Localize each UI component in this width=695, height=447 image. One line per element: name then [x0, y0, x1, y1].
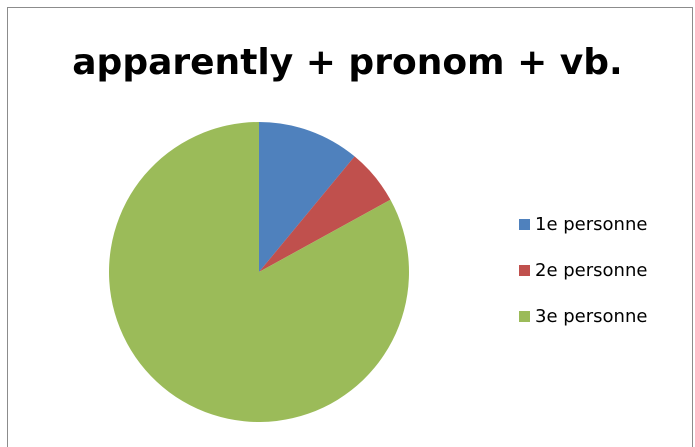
- pie-slice-3: [109, 122, 410, 422]
- legend-swatch-3: [519, 310, 530, 322]
- pie-slice-2: [259, 156, 391, 272]
- legend-item-1: 1e personne: [519, 212, 689, 236]
- chart-legend: 1e personne 2e personne 3e personne: [519, 212, 689, 350]
- legend-label-2: 2e personne: [535, 259, 648, 281]
- legend-label-1: 1e personne: [535, 213, 648, 235]
- legend-label-3: 3e personne: [535, 305, 648, 327]
- chart-title: apparently + pronom + vb.: [72, 42, 623, 83]
- legend-item-3: 3e personne: [519, 304, 689, 328]
- legend-item-2: 2e personne: [519, 258, 689, 282]
- legend-swatch-2: [519, 264, 530, 276]
- pie-slice-1: [259, 122, 355, 272]
- legend-swatch-1: [519, 218, 530, 230]
